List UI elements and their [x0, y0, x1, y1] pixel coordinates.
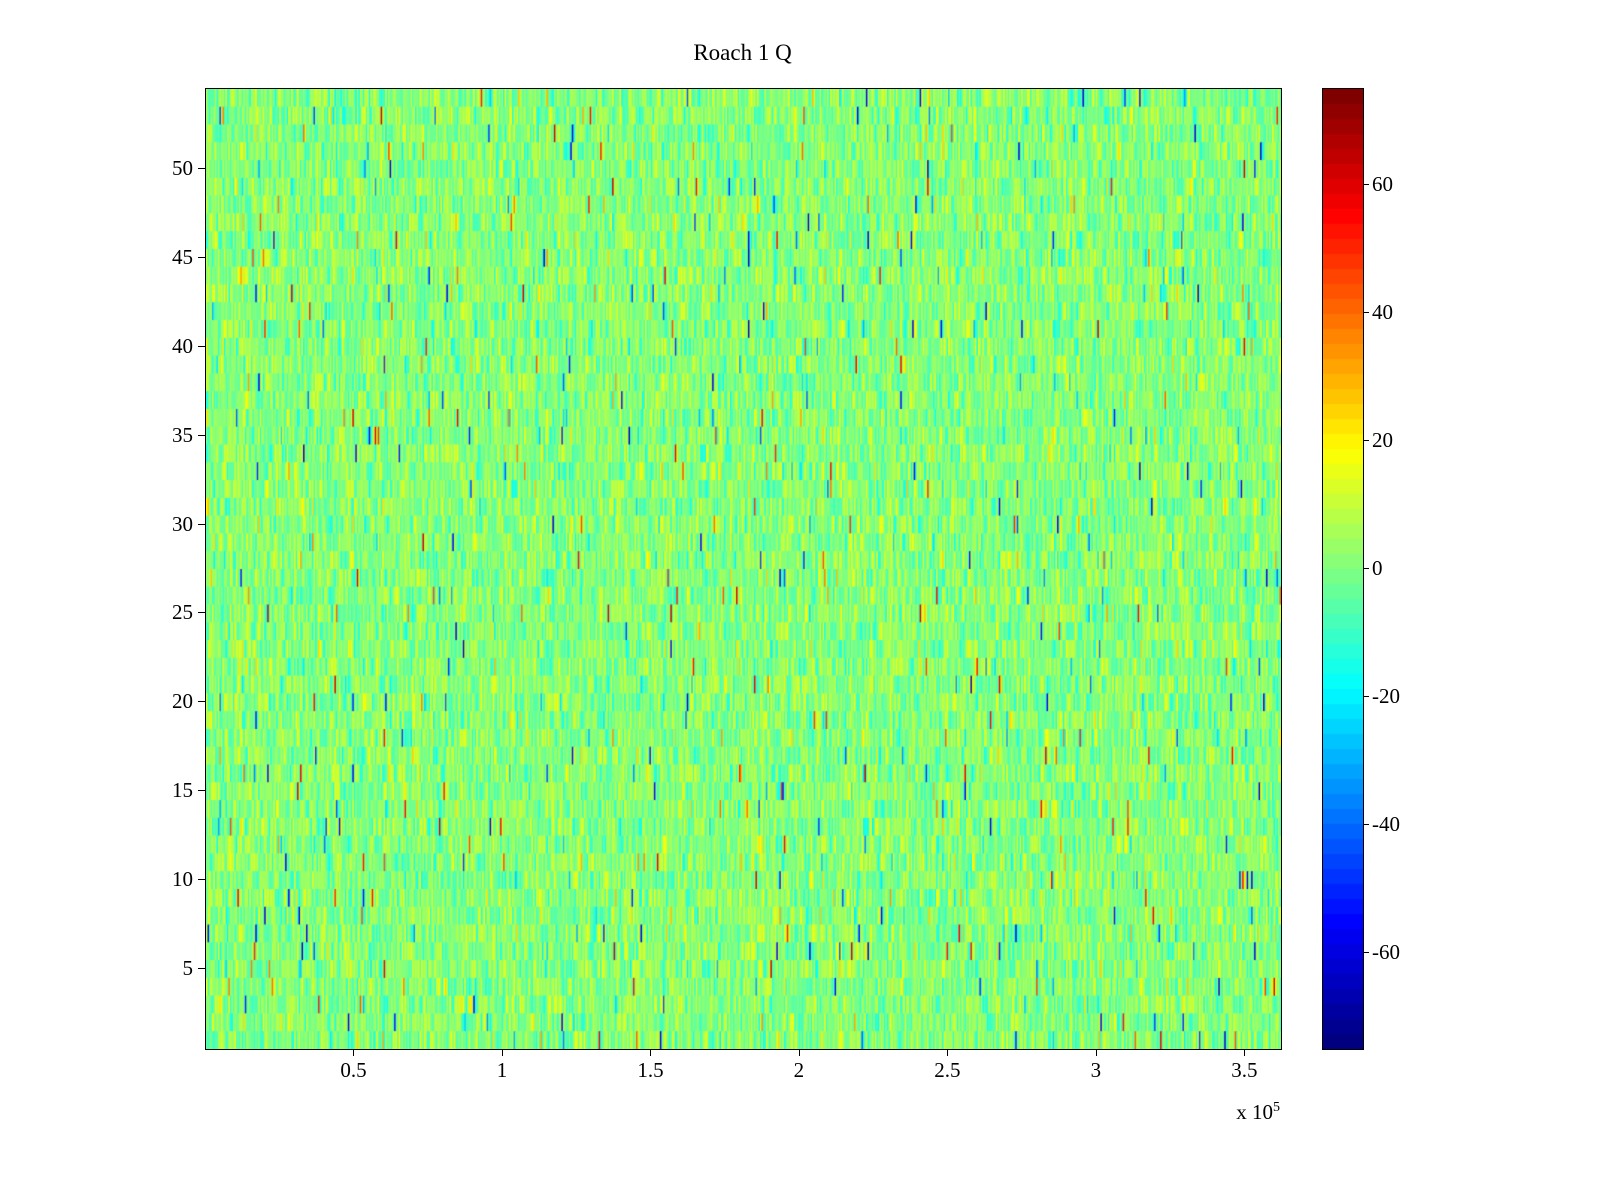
y-tick-label: 35 [172, 422, 193, 447]
x-tick-mark [353, 1049, 355, 1056]
colorbar-tick-label: -40 [1372, 812, 1400, 836]
colorbar-tick-label: 0 [1372, 556, 1383, 580]
x-tick-label: 2 [793, 1058, 805, 1082]
y-tick-label: 25 [172, 600, 193, 625]
colorbar-tick-mark [1363, 312, 1369, 313]
y-tick-mark [198, 523, 205, 525]
y-tick-label: 30 [172, 511, 193, 536]
y-tick-mark [198, 434, 205, 436]
y-tick-mark [198, 879, 205, 881]
colorbar [1322, 88, 1364, 1050]
x-tick-label: 1 [496, 1058, 508, 1082]
x-tick-mark [650, 1049, 652, 1056]
x-axis-multiplier-label: x 105 [1120, 1100, 1280, 1125]
y-tick-mark [198, 701, 205, 703]
y-tick-mark [198, 968, 205, 969]
y-tick-label: 40 [172, 333, 193, 358]
colorbar-tick-mark [1363, 184, 1369, 185]
colorbar-tick-label: 40 [1372, 300, 1393, 324]
colorbar-tick-mark [1363, 696, 1369, 697]
colorbar-tick-mark [1363, 952, 1369, 953]
x-tick-label: 0.5 [340, 1058, 367, 1082]
colorbar-tick-label: -60 [1372, 940, 1400, 964]
x-tick-mark [947, 1049, 949, 1056]
y-tick-mark [198, 612, 205, 614]
colorbar-tick-label: 20 [1372, 428, 1393, 452]
x-tick-mark [1095, 1049, 1097, 1056]
y-tick-mark [198, 345, 205, 347]
x-tick-label: 2.5 [934, 1058, 961, 1082]
x-tick-label: 1.5 [637, 1058, 664, 1082]
y-tick-mark [198, 168, 205, 169]
y-tick-label: 10 [172, 867, 193, 892]
x-tick-label: 3.5 [1231, 1058, 1258, 1082]
y-tick-label: 50 [172, 156, 193, 180]
colorbar-tick-mark [1363, 824, 1369, 825]
colorbar-tick-mark [1363, 568, 1369, 569]
x-tick-mark [1244, 1049, 1246, 1056]
colorbar-tick-label: -20 [1372, 684, 1400, 708]
colorbar-canvas [1323, 89, 1363, 1049]
y-tick-label: 5 [182, 956, 194, 980]
y-tick-label: 15 [172, 778, 193, 803]
chart-title: Roach 1 Q [693, 40, 792, 65]
colorbar-tick-label: 60 [1372, 172, 1393, 196]
x-axis-multiplier-exponent: 5 [1273, 1100, 1280, 1115]
y-tick-mark [198, 256, 205, 258]
y-tick-label: 20 [172, 689, 193, 714]
y-tick-mark [198, 790, 205, 792]
colorbar-tick-mark [1363, 440, 1369, 441]
heatmap-canvas[interactable] [206, 89, 1281, 1049]
y-tick-label: 45 [172, 244, 193, 269]
x-tick-mark [798, 1049, 800, 1056]
x-axis-multiplier-prefix: x 10 [1236, 1100, 1273, 1124]
heatmap-plot-area[interactable] [205, 88, 1282, 1050]
x-tick-mark [501, 1049, 503, 1056]
x-tick-label: 3 [1090, 1058, 1102, 1082]
